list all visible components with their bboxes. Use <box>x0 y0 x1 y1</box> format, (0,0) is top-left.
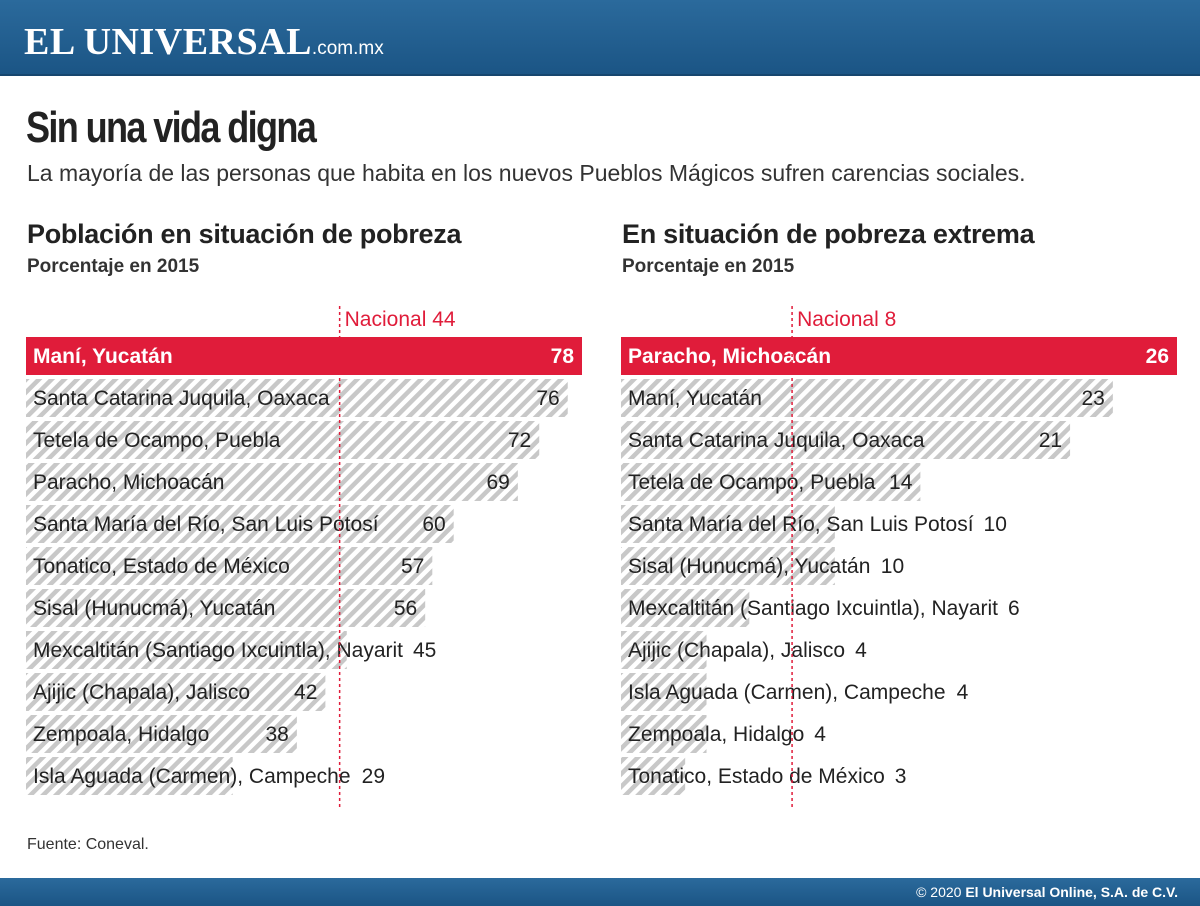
bar-10 <box>621 757 686 795</box>
bar-1 <box>26 379 568 417</box>
value-label-0: 26 <box>1146 345 1169 368</box>
bar-4 <box>621 505 835 543</box>
value-label-4: 10 <box>984 513 1007 536</box>
category-label-9: Zempoala, Hidalgo <box>628 723 804 746</box>
bar-7 <box>621 631 707 669</box>
value-label-6: 56 <box>394 597 417 620</box>
bar-5 <box>26 547 433 585</box>
category-label-1: Maní, Yucatán <box>628 387 762 410</box>
bar-9 <box>621 715 707 753</box>
category-label-4: Santa María del Río, San Luis Potosí <box>33 513 379 536</box>
category-label-3: Paracho, Michoacán <box>33 471 224 494</box>
value-label-8: 42 <box>294 681 317 704</box>
bar-9 <box>26 715 297 753</box>
value-label-7: 4 <box>855 639 867 662</box>
category-label-10: Tonatico, Estado de México <box>628 765 885 788</box>
value-label-3: 69 <box>486 471 509 494</box>
value-label-7: 45 <box>413 639 436 662</box>
category-label-0: Paracho, Michoacán <box>628 345 831 368</box>
category-label-0: Maní, Yucatán <box>33 345 173 368</box>
value-label-10: 3 <box>895 765 907 788</box>
value-label-2: 72 <box>508 429 531 452</box>
value-label-0: 78 <box>551 345 575 368</box>
category-label-7: Mexcaltitán (Santiago Ixcuintla), Nayari… <box>33 639 403 662</box>
value-label-5: 10 <box>881 555 904 578</box>
value-label-9: 4 <box>814 723 826 746</box>
value-label-6: 6 <box>1008 597 1020 620</box>
value-label-4: 60 <box>422 513 445 536</box>
site-logo[interactable]: EL UNIVERSAL.com.mx <box>24 20 384 64</box>
logo-domain: .com.mx <box>311 38 384 59</box>
category-label-8: Isla Aguada (Carmen), Campeche <box>628 681 946 704</box>
bar-5 <box>621 547 835 585</box>
value-label-3: 14 <box>889 471 913 494</box>
chart-unit-pobreza-extrema: Porcentaje en 2015 <box>622 256 795 277</box>
bar-0 <box>26 337 582 375</box>
footer-bar: © 2020 El Universal Online, S.A. de C.V. <box>0 878 1200 906</box>
bar-2 <box>621 421 1071 459</box>
chart-title-pobreza-extrema: En situación de pobreza extrema <box>622 219 1035 249</box>
category-label-2: Santa Catarina Juquila, Oaxaca <box>628 429 925 452</box>
chart-pobreza: Maní, Yucatán 78 Santa Catarina Juquila, O… <box>26 306 582 807</box>
value-label-1: 76 <box>536 387 559 410</box>
bar-6 <box>26 589 426 627</box>
category-label-4: Santa María del Río, San Luis Potosí <box>628 513 974 536</box>
bar-1 <box>621 379 1113 417</box>
bar-4 <box>26 505 454 543</box>
bar-3 <box>26 463 518 501</box>
category-label-5: Sisal (Hunucmá), Yucatán <box>628 555 870 578</box>
category-label-1: Santa Catarina Juquila, Oaxaca <box>33 387 330 410</box>
category-label-5: Tonatico, Estado de México <box>33 555 290 578</box>
page-subtitle: La mayoría de las personas que habita en… <box>27 160 1026 186</box>
bar-3 <box>621 463 921 501</box>
value-label-9: 38 <box>266 723 289 746</box>
logo-main: EL UNIVERSAL <box>24 21 312 63</box>
header-bar: EL UNIVERSAL.com.mx <box>0 0 1200 76</box>
category-label-2: Tetela de Ocampo, Puebla <box>33 429 281 452</box>
chart-unit-pobreza: Porcentaje en 2015 <box>27 256 200 277</box>
bar-2 <box>26 421 540 459</box>
category-label-10: Isla Aguada (Carmen), Campeche <box>33 765 351 788</box>
value-label-5: 57 <box>401 555 424 578</box>
value-label-2: 21 <box>1039 429 1062 452</box>
category-label-6: Mexcaltitán (Santiago Ixcuintla), Nayari… <box>628 597 998 620</box>
bar-8 <box>26 673 326 711</box>
category-label-6: Sisal (Hunucmá), Yucatán <box>33 597 275 620</box>
bar-10 <box>26 757 233 795</box>
bar-0 <box>621 337 1177 375</box>
page-title: Sin una vida digna <box>26 103 317 152</box>
category-label-3: Tetela de Ocampo, Puebla <box>628 471 876 494</box>
source-note: Fuente: Coneval. <box>27 836 149 853</box>
category-label-9: Zempoala, Hidalgo <box>33 723 209 746</box>
copyright-owner: El Universal Online, S.A. de C.V. <box>965 884 1178 900</box>
value-label-8: 4 <box>957 681 969 704</box>
reference-label: Nacional 44 <box>345 308 456 331</box>
chart-pobreza-extrema: Paracho, Michoacán 26 Maní, Yucatán 23 Santa… <box>621 306 1177 807</box>
value-label-1: 23 <box>1081 387 1104 410</box>
category-label-8: Ajijic (Chapala), Jalisco <box>33 681 250 704</box>
value-label-10: 29 <box>362 765 385 788</box>
reference-label: Nacional 8 <box>797 308 896 331</box>
bar-6 <box>621 589 750 627</box>
copyright: © 2020 El Universal Online, S.A. de C.V. <box>916 884 1178 900</box>
chart-title-pobreza: Población en situación de pobreza <box>27 219 462 249</box>
bar-8 <box>621 673 707 711</box>
category-label-7: Ajijic (Chapala), Jalisco <box>628 639 845 662</box>
copyright-year: © 2020 <box>916 884 962 900</box>
bar-7 <box>26 631 347 669</box>
